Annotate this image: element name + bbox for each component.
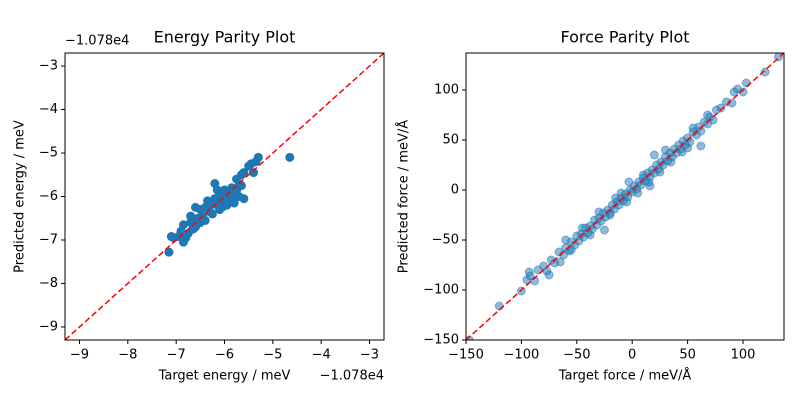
x-axis-label: Target force / meV/Å xyxy=(558,368,692,384)
point xyxy=(285,152,295,162)
point xyxy=(716,103,726,113)
point xyxy=(524,267,534,277)
point xyxy=(577,223,587,233)
point xyxy=(760,67,770,77)
subplot: −9 −8 −7 −6 −5 −4 −3 −9 −8 −7 −6 −5 −4 −3 Energy Parit… xyxy=(13,28,385,384)
point xyxy=(666,157,676,167)
point xyxy=(544,270,554,280)
x-tick-label: −9 xyxy=(70,348,89,363)
x-tick-label: −3 xyxy=(360,348,379,363)
y-axis-label: Predicted energy / meV xyxy=(13,120,28,273)
y-tick-label: −7 xyxy=(39,232,58,247)
y-tick-label: −100 xyxy=(423,283,459,298)
point xyxy=(600,225,610,235)
point xyxy=(616,188,626,198)
point xyxy=(200,215,210,225)
point xyxy=(585,230,595,240)
identity-line xyxy=(466,53,784,340)
x-tick-label: −150 xyxy=(448,348,484,363)
y-axis-label: Predicted force / meV/Å xyxy=(396,120,412,273)
point xyxy=(253,152,263,162)
y-tick-label: −8 xyxy=(39,276,58,291)
chart-title: Force Parity Plot xyxy=(560,28,689,47)
x-tick-label: −7 xyxy=(167,348,186,363)
point xyxy=(611,193,621,203)
y-tick-label: 50 xyxy=(442,133,459,148)
point xyxy=(688,123,698,133)
subplot: −150 −100 −50 0 50 100 −150 −100 −50 0 50 100 Force … xyxy=(396,28,785,384)
point xyxy=(703,110,713,120)
y-tick-label: 100 xyxy=(434,83,459,98)
x-tick-label: −8 xyxy=(118,348,137,363)
point xyxy=(555,257,565,267)
y-tick-label: −5 xyxy=(39,146,58,161)
point xyxy=(696,141,706,151)
point xyxy=(494,301,504,311)
plot-area xyxy=(65,53,384,340)
point xyxy=(191,202,200,212)
point xyxy=(624,177,634,187)
point xyxy=(239,168,249,178)
x-tick-label: −6 xyxy=(215,348,234,363)
point xyxy=(683,143,693,153)
point xyxy=(622,197,632,207)
point xyxy=(741,78,751,88)
plot-area xyxy=(466,53,784,340)
point xyxy=(164,247,174,257)
point xyxy=(594,207,604,217)
y-tick-label: −9 xyxy=(39,319,58,334)
point xyxy=(660,145,670,155)
point xyxy=(186,211,196,221)
x-tick-label: −100 xyxy=(504,348,540,363)
point xyxy=(633,188,643,198)
axes-frame xyxy=(465,52,785,341)
x-tick-label: −5 xyxy=(263,348,282,363)
x-tick-label: −50 xyxy=(563,348,590,363)
y-tick-label: −3 xyxy=(39,59,58,74)
x-tick-label: 0 xyxy=(628,348,636,363)
y-offset-text: −1.078e4 xyxy=(65,34,129,49)
y-tick-label: 0 xyxy=(451,183,459,198)
point xyxy=(638,170,648,180)
point xyxy=(729,87,739,97)
y-tick-label: −150 xyxy=(423,333,459,348)
point xyxy=(655,167,665,177)
point xyxy=(566,245,576,255)
point xyxy=(645,181,655,191)
point xyxy=(207,209,217,219)
point xyxy=(561,235,571,245)
point xyxy=(176,226,186,236)
x-tick-label: 50 xyxy=(679,348,696,363)
x-tick-label: 100 xyxy=(731,348,756,363)
point xyxy=(239,194,249,204)
chart-title: Energy Parity Plot xyxy=(154,28,296,47)
x-axis-label: Target energy / meV xyxy=(158,369,291,384)
point xyxy=(249,168,258,178)
point xyxy=(649,150,659,160)
y-tick-label: −50 xyxy=(432,233,459,248)
point xyxy=(229,198,239,208)
y-tick-label: −4 xyxy=(39,102,58,117)
axes-frame xyxy=(64,52,385,341)
x-offset-text: −1.078e4 xyxy=(320,369,384,384)
x-tick-label: −4 xyxy=(312,348,331,363)
y-tick-label: −6 xyxy=(39,189,58,204)
point xyxy=(738,87,748,97)
